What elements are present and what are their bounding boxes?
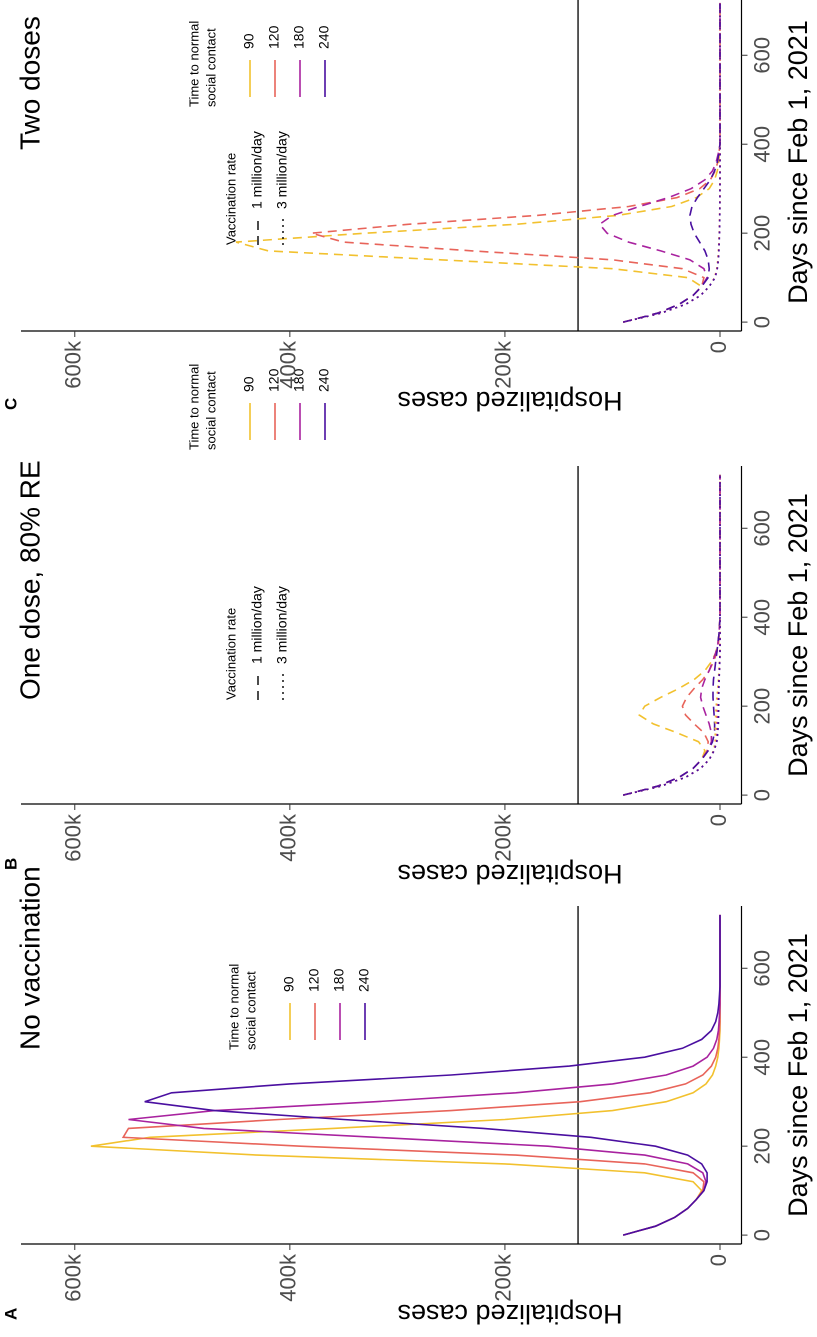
legend-title: Time to normal xyxy=(226,964,241,1050)
legend-label: 120 xyxy=(306,968,322,992)
panel-label: A xyxy=(1,1308,20,1320)
x-axis-title: Days since Feb 1, 2021 xyxy=(783,493,813,777)
x-tick-label: 600 xyxy=(749,37,774,74)
x-tick-label: 0 xyxy=(749,1229,774,1241)
legend-title: Time to normal xyxy=(186,364,201,450)
series-line xyxy=(623,1,721,323)
x-axis-title: Days since Feb 1, 2021 xyxy=(783,20,813,304)
series-line xyxy=(623,1,721,323)
series-line xyxy=(623,474,721,796)
x-tick-label: 200 xyxy=(749,215,774,252)
x-tick-label: 600 xyxy=(749,510,774,547)
series-line xyxy=(311,1,721,323)
series-line xyxy=(622,474,721,796)
chart-title: Two doses xyxy=(14,16,45,150)
x-tick-label: 200 xyxy=(749,1128,774,1165)
x-tick-label: 400 xyxy=(749,126,774,163)
legend-label: 180 xyxy=(291,368,307,392)
legend-label: 90 xyxy=(241,376,257,392)
series-line xyxy=(622,474,721,796)
x-axis-title: Days since Feb 1, 2021 xyxy=(783,933,813,1217)
y-tick-label: 600k xyxy=(61,1253,86,1302)
x-tick-label: 0 xyxy=(749,316,774,328)
series-line xyxy=(623,1,721,323)
series-line xyxy=(622,474,721,796)
legend-title: social contact xyxy=(203,28,218,107)
legend-label: 180 xyxy=(291,25,307,49)
series-line xyxy=(90,914,721,1236)
y-tick-label: 600k xyxy=(61,340,86,389)
series-line xyxy=(622,474,721,796)
y-axis-title: Hospitalized cases xyxy=(397,386,622,416)
x-tick-label: 400 xyxy=(749,1039,774,1076)
x-tick-label: 400 xyxy=(749,599,774,636)
series-line xyxy=(623,474,721,796)
y-axis-title: Hospitalized cases xyxy=(397,859,622,889)
legend-label: 180 xyxy=(331,968,347,992)
panel-label: C xyxy=(1,398,20,410)
legend-title: Vaccination rate xyxy=(223,608,238,700)
y-tick-label: 200k xyxy=(491,813,516,862)
legend-title: Time to normal xyxy=(186,21,201,107)
series-line xyxy=(622,1,721,323)
y-tick-label: 200k xyxy=(491,340,516,389)
legend-label: 240 xyxy=(356,968,372,992)
y-tick-label: 600k xyxy=(61,813,86,862)
legend-label: 3 million/day xyxy=(274,586,290,664)
series-line xyxy=(623,474,721,796)
y-axis-title: Hospitalized cases xyxy=(397,1299,622,1329)
series-line xyxy=(128,914,721,1236)
series-line xyxy=(121,914,721,1236)
series-line xyxy=(623,474,721,796)
legend-label: 3 million/day xyxy=(274,131,290,209)
x-tick-label: 600 xyxy=(749,950,774,987)
y-tick-label: 0 xyxy=(706,814,731,826)
legend-label: 120 xyxy=(266,368,282,392)
x-tick-label: 200 xyxy=(749,688,774,725)
legend-label: 1 million/day xyxy=(249,586,265,664)
legend-title: social contact xyxy=(243,971,258,1050)
y-tick-label: 400k xyxy=(276,813,301,862)
panel-label: B xyxy=(1,858,20,870)
legend-label: 1 million/day xyxy=(249,131,265,209)
legend-title: Vaccination rate xyxy=(223,153,238,245)
series-line xyxy=(623,1,721,323)
series-line xyxy=(235,1,721,323)
legend-label: 90 xyxy=(281,976,297,992)
legend-label: 120 xyxy=(266,25,282,49)
series-line xyxy=(144,914,721,1236)
y-tick-label: 400k xyxy=(276,340,301,389)
x-tick-label: 0 xyxy=(749,789,774,801)
legend-label: 90 xyxy=(241,33,257,49)
legend-label: 240 xyxy=(316,25,332,49)
legend-label: 240 xyxy=(316,368,332,392)
series-line xyxy=(598,1,721,323)
chart-title: One dose, 80% RE xyxy=(14,460,45,700)
y-tick-label: 200k xyxy=(491,1253,516,1302)
y-tick-label: 0 xyxy=(706,341,731,353)
chart-title: No vaccination xyxy=(14,866,45,1050)
y-tick-label: 400k xyxy=(276,1253,301,1302)
legend-title: social contact xyxy=(203,371,218,450)
y-tick-label: 0 xyxy=(706,1254,731,1266)
